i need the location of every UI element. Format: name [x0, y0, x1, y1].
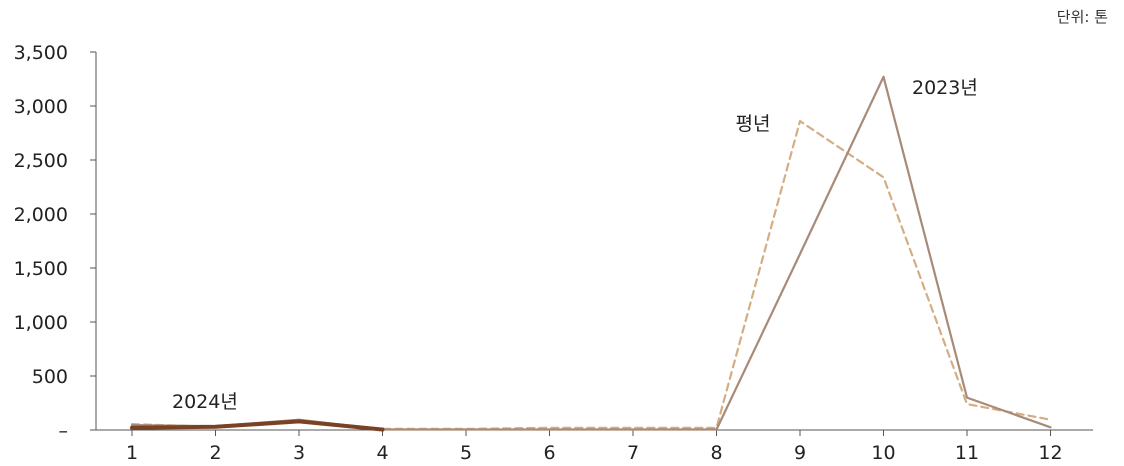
x-tick-label: 10 — [871, 442, 895, 464]
x-axis: 1 2 3 4 5 6 7 8 9 10 11 12 — [96, 429, 1093, 464]
series-line-2 — [130, 419, 385, 432]
y-tick-label: 3,500 — [14, 42, 68, 64]
y-tick-label: 1,500 — [14, 258, 68, 280]
x-tick-label: 6 — [543, 442, 555, 464]
x-tick-label: 12 — [1038, 442, 1062, 464]
y-tick-label: 500 — [32, 366, 68, 388]
x-tick-label: 4 — [376, 442, 388, 464]
series-label-0: 평년 — [736, 113, 771, 135]
y-tick-label: 2,500 — [14, 150, 68, 172]
series-label-2: 2024년 — [172, 391, 238, 413]
series-line-1 — [130, 75, 1052, 431]
x-tick-label: 2 — [209, 442, 221, 464]
series-label-1: 2023년 — [912, 77, 978, 99]
y-tick-label: 3,000 — [14, 96, 68, 118]
series-layer — [130, 75, 1052, 432]
y-tick-label: 2,000 — [14, 204, 68, 226]
unit-label: 단위: 톤 — [1057, 8, 1108, 26]
y-tick-label: – — [59, 420, 69, 442]
x-tick-label: 3 — [293, 442, 305, 464]
x-tick-label: 11 — [955, 442, 979, 464]
x-tick-label: 5 — [460, 442, 472, 464]
x-tick-label: 8 — [710, 442, 722, 464]
x-tick-label: 1 — [126, 442, 138, 464]
y-tick-label: 1,000 — [14, 312, 68, 334]
x-tick-label: 7 — [627, 442, 639, 464]
x-tick-label: 9 — [794, 442, 806, 464]
series-labels: 평년 2023년 2024년 — [172, 77, 978, 413]
y-axis: – 500 1,000 1,500 2,000 2,500 3,000 3,500 — [14, 42, 97, 442]
series-line-0 — [130, 119, 1052, 430]
